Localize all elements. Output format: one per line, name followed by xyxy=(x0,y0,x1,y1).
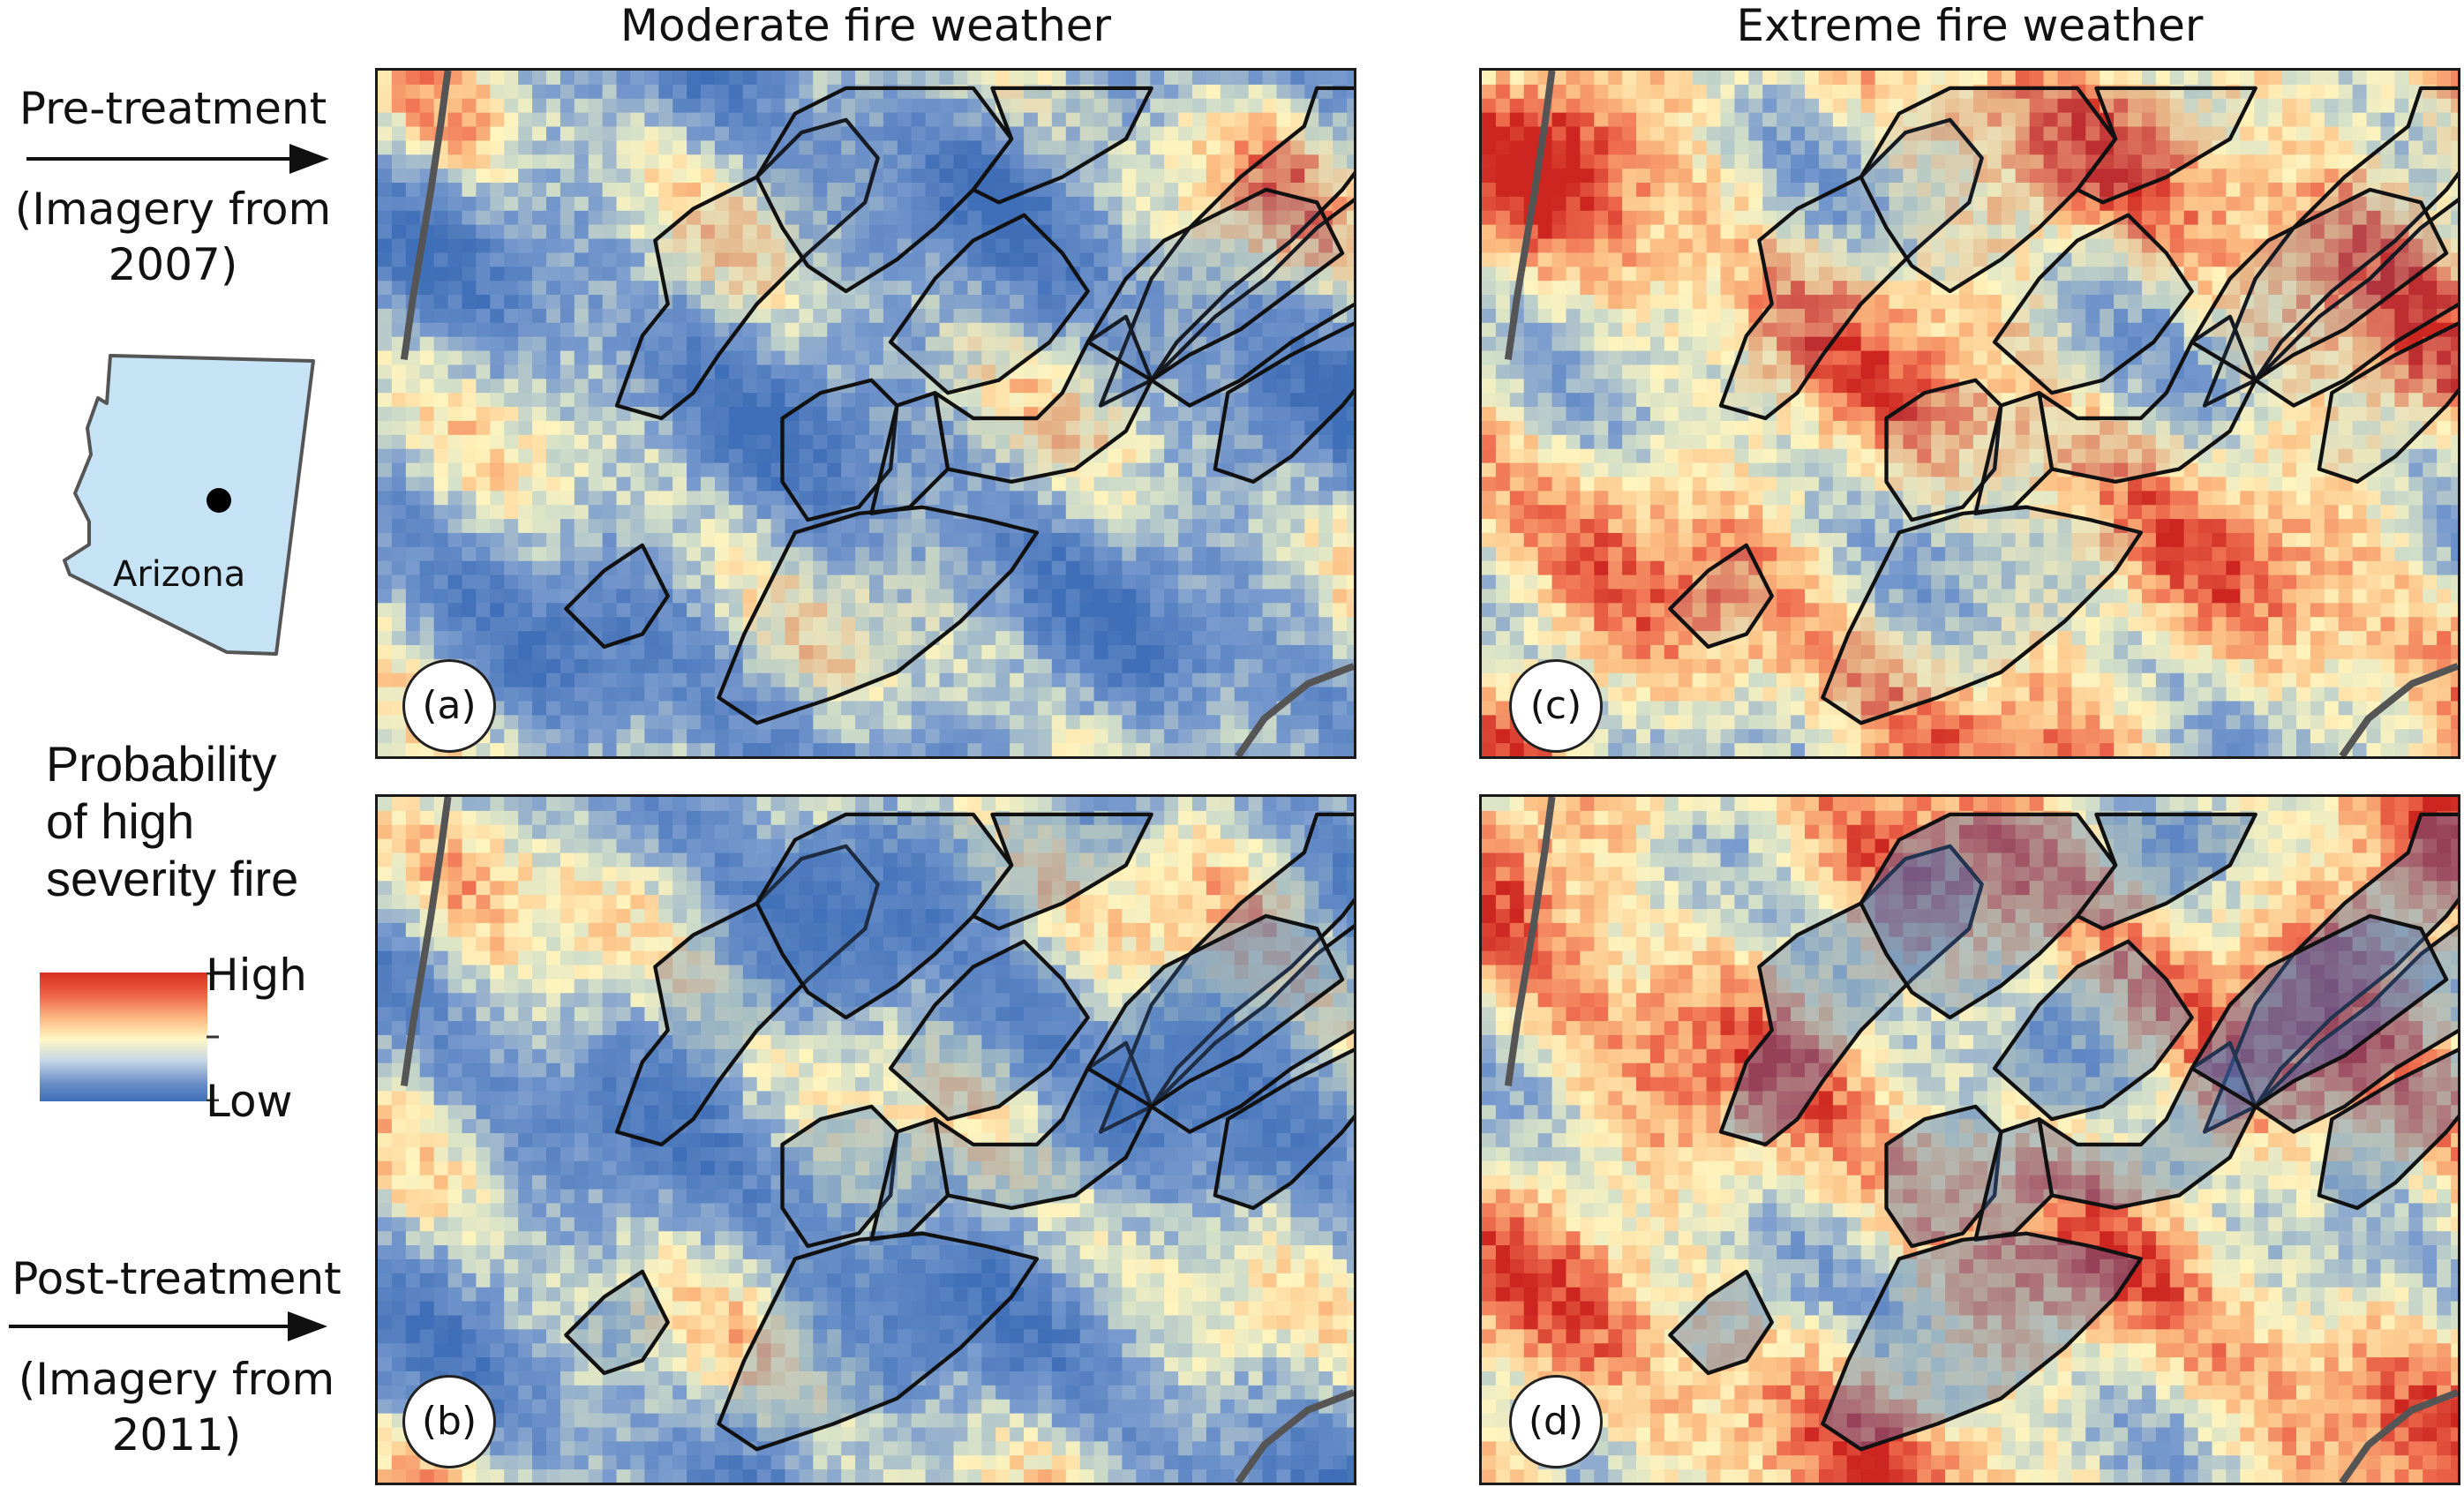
row-label-pre: Pre-treatment xyxy=(0,81,346,137)
state-label: Arizona xyxy=(113,554,246,595)
map-panel-a xyxy=(375,68,1356,759)
probability-raster xyxy=(1482,71,2458,756)
arrow-right-icon xyxy=(26,144,329,174)
row-label-pre-line3: 2007) xyxy=(108,238,238,290)
arizona-map-icon xyxy=(63,354,315,656)
map-panel-d xyxy=(1479,794,2460,1485)
row-label-pre-line1: Pre-treatment xyxy=(19,83,327,134)
legend-low-label: Low xyxy=(206,1076,293,1127)
row-label-post-sub: (Imagery from 2011) xyxy=(0,1352,353,1462)
row-label-post: Post-treatment xyxy=(0,1251,353,1307)
legend-title: Probability of high severity fire xyxy=(46,736,298,908)
row-label-pre-line2: (Imagery from xyxy=(14,184,332,235)
row-label-post-line1: Post-treatment xyxy=(11,1253,342,1304)
panel-label-a: (a) xyxy=(402,659,496,753)
column-title-moderate: Moderate fire weather xyxy=(620,0,1112,51)
probability-raster xyxy=(378,797,1354,1483)
legend-title-line2: of high xyxy=(46,792,195,849)
arrow-right-icon xyxy=(9,1311,327,1341)
legend-high-label: High xyxy=(206,950,307,1001)
row-label-pre-sub: (Imagery from 2007) xyxy=(0,182,346,292)
panel-label-c: (c) xyxy=(1509,659,1603,753)
map-panel-c xyxy=(1479,68,2460,759)
row-label-post-line2: (Imagery from xyxy=(18,1354,335,1405)
column-title-extreme: Extreme fire weather xyxy=(1736,0,2204,51)
panel-label-b: (b) xyxy=(402,1375,496,1468)
row-label-post-line3: 2011) xyxy=(111,1408,242,1461)
probability-raster xyxy=(1482,797,2458,1483)
legend-color-bar xyxy=(40,973,207,1101)
legend-ticks xyxy=(207,973,219,1101)
map-panel-b xyxy=(375,794,1356,1485)
legend-title-line1: Probability xyxy=(46,736,277,792)
legend-title-line3: severity fire xyxy=(46,850,299,906)
probability-raster xyxy=(378,71,1354,756)
panel-label-d: (d) xyxy=(1509,1375,1603,1468)
